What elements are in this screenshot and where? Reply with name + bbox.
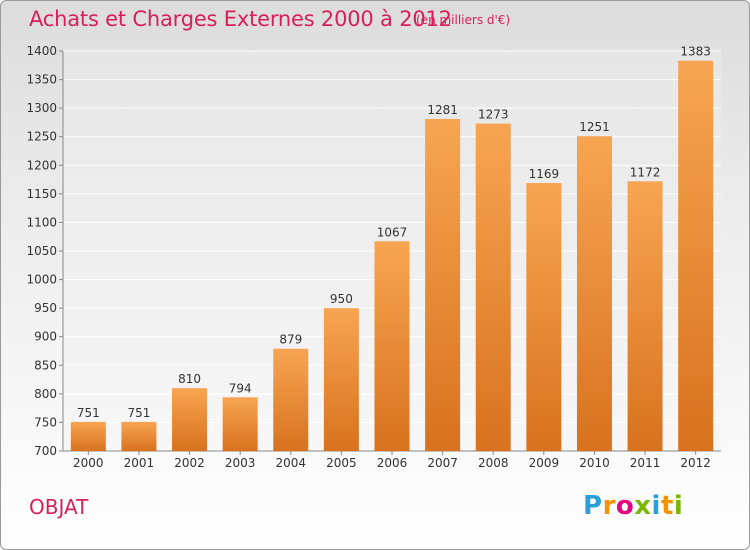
y-tick-label: 950 [34, 301, 57, 315]
bar [374, 241, 410, 451]
bar [627, 181, 663, 452]
x-tick-label: 2010 [579, 456, 610, 470]
y-tick-label: 1250 [26, 130, 57, 144]
y-tick-label: 1050 [26, 244, 57, 258]
logo-letter: P [583, 491, 603, 521]
x-tick-label: 2003 [225, 456, 256, 470]
x-tick-label: 2006 [377, 456, 408, 470]
y-tick-label: 1100 [26, 215, 57, 229]
data-label: 1172 [630, 165, 661, 179]
bar [172, 388, 208, 451]
logo-letter: i [651, 491, 661, 521]
bar [70, 421, 106, 451]
data-label: 794 [229, 381, 252, 395]
data-label: 751 [77, 406, 100, 420]
x-tick-label: 2002 [174, 456, 205, 470]
y-tick-label: 1400 [26, 44, 57, 58]
y-tick-label: 1200 [26, 158, 57, 172]
bar [323, 308, 359, 451]
y-tick-label: 700 [34, 444, 57, 458]
y-tick-label: 750 [34, 415, 57, 429]
bar [475, 123, 511, 452]
y-tick-label: 1350 [26, 73, 57, 87]
bar [222, 397, 258, 451]
x-tick-label: 2008 [478, 456, 509, 470]
bar [121, 421, 157, 451]
y-tick-label: 850 [34, 358, 57, 372]
data-label: 1281 [427, 103, 458, 117]
x-tick-label: 2011 [630, 456, 661, 470]
x-tick-label: 2001 [124, 456, 155, 470]
x-tick-label: 2004 [275, 456, 306, 470]
bar [576, 136, 612, 451]
place-name: OBJAT [29, 495, 89, 519]
data-label: 950 [330, 292, 353, 306]
y-tick-label: 1150 [26, 187, 57, 201]
x-tick-label: 2009 [529, 456, 560, 470]
y-tick-label: 1000 [26, 273, 57, 287]
logo-letter: i [673, 491, 684, 521]
data-label: 1067 [377, 225, 408, 239]
x-tick-label: 2007 [427, 456, 458, 470]
y-tick-label: 900 [34, 330, 57, 344]
logo-letter: o [615, 491, 635, 521]
chart-title: Achats et Charges Externes 2000 à 2012 [29, 7, 452, 31]
x-tick-label: 2005 [326, 456, 357, 470]
x-tick-label: 2000 [73, 456, 104, 470]
bar [425, 119, 461, 451]
x-tick-label: 2012 [680, 456, 711, 470]
bar [526, 183, 562, 451]
logo-letter: t [660, 491, 674, 521]
data-label: 1251 [579, 120, 610, 134]
data-label: 751 [127, 406, 150, 420]
proxiti-logo[interactable]: Proxiti [583, 491, 683, 521]
logo-letter: r [602, 491, 616, 521]
bar [273, 348, 309, 451]
data-label: 1383 [680, 45, 711, 59]
logo-letter: x [634, 491, 652, 521]
data-label: 1169 [529, 167, 560, 181]
data-label: 810 [178, 372, 201, 386]
data-label: 879 [279, 333, 302, 347]
plot-area: 700 750 800 850 900 950 1000 1050 1100 1150 1200 12… [26, 44, 721, 470]
y-tick-label: 800 [34, 387, 57, 401]
chart-subtitle: (en milliers d'€) [416, 13, 511, 27]
data-label: 1273 [478, 108, 509, 122]
bar [678, 60, 714, 451]
y-tick-label: 1300 [26, 101, 57, 115]
